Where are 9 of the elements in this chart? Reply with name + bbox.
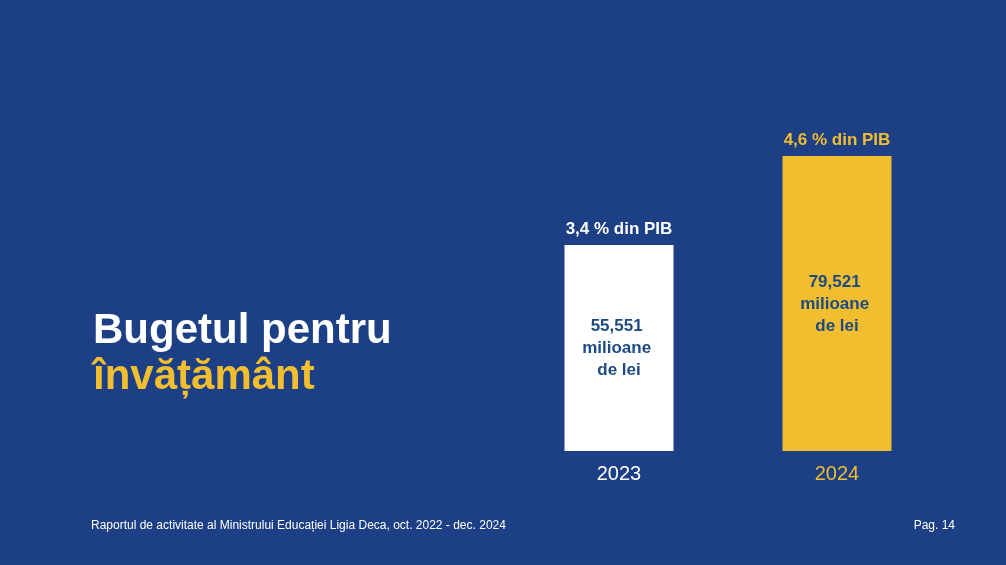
x-tick-label: 2024 — [814, 462, 860, 484]
text: Raportul de activitate al Ministrului Educației Ligia Deca, oct. 2022 - dec. 2024 — [91, 518, 507, 532]
data-label: 79,521 milioane de lei — [800, 272, 874, 335]
x-tick-label: 2023 — [596, 462, 642, 484]
text: Bugetul pentru învățământ — [91, 304, 392, 399]
annotation: 3,4 % din PIB — [565, 218, 673, 238]
text: Pag. 14 — [913, 518, 956, 532]
data-label: 55,551 milioane de lei — [582, 316, 656, 380]
annotation: 4,6 % din PIB — [783, 130, 891, 149]
